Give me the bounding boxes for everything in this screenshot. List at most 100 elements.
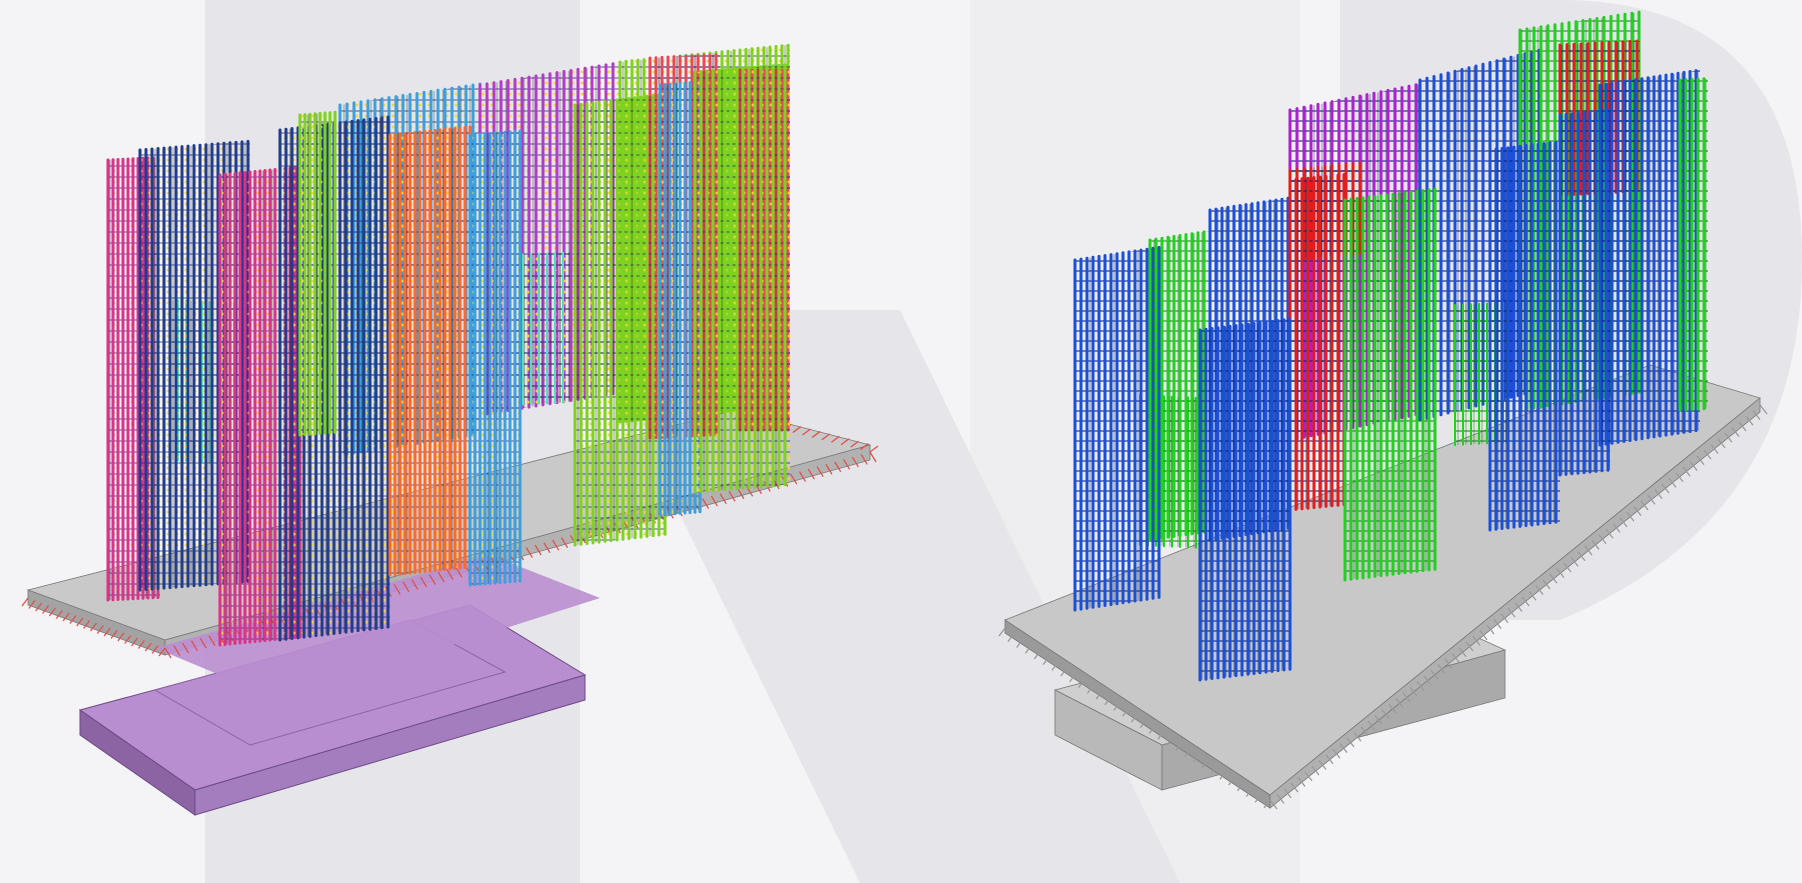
anchor-bar	[552, 539, 560, 551]
anchor-bar	[1166, 736, 1174, 746]
anchor-bar	[1069, 673, 1077, 683]
anchor-bar	[825, 463, 833, 475]
anchor-bar	[1437, 664, 1446, 674]
anchor-bar	[1598, 534, 1607, 545]
anchor-bar	[1745, 415, 1754, 426]
anchor-bar	[1236, 782, 1245, 792]
anchor-bar	[1395, 698, 1404, 708]
anchor-bar	[543, 542, 551, 553]
anchor-bar	[1325, 754, 1334, 765]
anchor-bar	[1521, 596, 1530, 607]
anchor-bar	[173, 645, 181, 656]
anchor-bar	[1752, 410, 1761, 421]
anchor-bar	[1710, 444, 1719, 454]
right-wall-rebar-cage	[1073, 10, 1708, 682]
anchor-bar	[1465, 641, 1474, 652]
anchor-bar	[1346, 737, 1355, 748]
anchor-bar	[1016, 639, 1024, 648]
anchor-bar	[1290, 782, 1299, 793]
anchor-bar	[1605, 528, 1614, 539]
anchor-bar	[1318, 760, 1327, 770]
anchor-bar	[737, 488, 745, 500]
anchor-bar	[1113, 702, 1121, 711]
anchor-bar	[1210, 765, 1218, 774]
anchor-bar	[1675, 472, 1684, 483]
anchor-bar	[208, 635, 216, 647]
anchor-bar	[182, 642, 190, 654]
anchor-bar	[1444, 658, 1453, 669]
left-rebar-model	[21, 43, 879, 816]
anchor-bar	[710, 495, 718, 507]
anchor-bar	[843, 459, 851, 470]
anchor-bar	[69, 615, 77, 624]
anchor-bar	[1528, 590, 1537, 601]
anchor-bar	[534, 544, 542, 556]
anchor-bar	[1077, 679, 1086, 688]
anchor-bar	[1201, 759, 1209, 769]
anchor-bar	[76, 617, 84, 627]
anchor-bar	[869, 445, 879, 453]
anchor-bar	[525, 547, 533, 558]
anchor-bar	[1612, 523, 1621, 533]
anchor-bar	[1024, 644, 1033, 654]
anchor-bar	[1619, 517, 1628, 528]
anchor-bar	[834, 461, 842, 473]
anchor-bar	[117, 632, 125, 642]
anchor-bar	[1245, 788, 1253, 797]
anchor-bar	[1219, 770, 1227, 780]
anchor-bar	[1033, 650, 1041, 660]
anchor-bar	[1311, 765, 1320, 776]
anchor-bar	[1570, 556, 1579, 567]
anchor-bar	[1263, 799, 1271, 809]
anchor-bar	[728, 490, 736, 502]
anchor-bar	[1332, 748, 1341, 759]
anchor-bar	[1731, 427, 1740, 437]
anchor-bar	[1682, 466, 1691, 477]
anchor-bar	[1192, 753, 1200, 763]
anchor-bar	[1269, 799, 1278, 810]
left-wall-rebar-cage	[106, 43, 790, 647]
anchor-bar	[1283, 788, 1292, 799]
anchor-bar	[1668, 477, 1677, 488]
anchor-bar	[1458, 647, 1467, 658]
anchor-bar	[1183, 748, 1192, 757]
anchor-bar	[199, 637, 207, 649]
anchor-bar	[1759, 404, 1768, 415]
anchor-bar	[1556, 568, 1565, 579]
anchor-bar	[1416, 681, 1425, 691]
anchor-bar	[144, 642, 152, 652]
anchor-bar	[1633, 506, 1642, 516]
anchor-bar	[1535, 585, 1544, 595]
anchor-bar	[455, 566, 463, 578]
anchor-bar	[190, 640, 198, 651]
anchor-bar	[1367, 720, 1376, 731]
anchor-bar	[42, 605, 50, 614]
anchor-bar	[164, 647, 172, 659]
anchor-bar	[137, 640, 145, 649]
anchor-bar	[1374, 714, 1383, 725]
anchor-bar	[1738, 421, 1747, 432]
anchor-bar	[802, 428, 811, 436]
anchor-bar	[1542, 579, 1551, 590]
anchor-bar	[1095, 690, 1103, 700]
anchor-bar	[1060, 667, 1068, 677]
anchor-bar	[1402, 692, 1411, 703]
anchor-bar	[1139, 719, 1147, 729]
anchor-bar	[811, 430, 821, 438]
anchor-bar	[1175, 742, 1183, 752]
anchor-bar	[859, 443, 869, 451]
anchor-bar	[1339, 743, 1348, 753]
anchor-bar	[1577, 551, 1586, 562]
anchor-bar	[1360, 726, 1369, 737]
anchor-bar	[1549, 573, 1558, 584]
anchor-bar	[860, 454, 868, 465]
anchor-bar	[55, 610, 63, 619]
anchor-bar	[1451, 652, 1460, 663]
anchor-bar	[1591, 540, 1600, 550]
anchor-bar	[1381, 709, 1390, 720]
anchor-bar	[1661, 483, 1670, 494]
anchor-bar	[1254, 793, 1262, 803]
anchor-bar	[420, 576, 428, 588]
anchor-bar	[1304, 771, 1313, 782]
anchor-bar	[446, 569, 454, 580]
